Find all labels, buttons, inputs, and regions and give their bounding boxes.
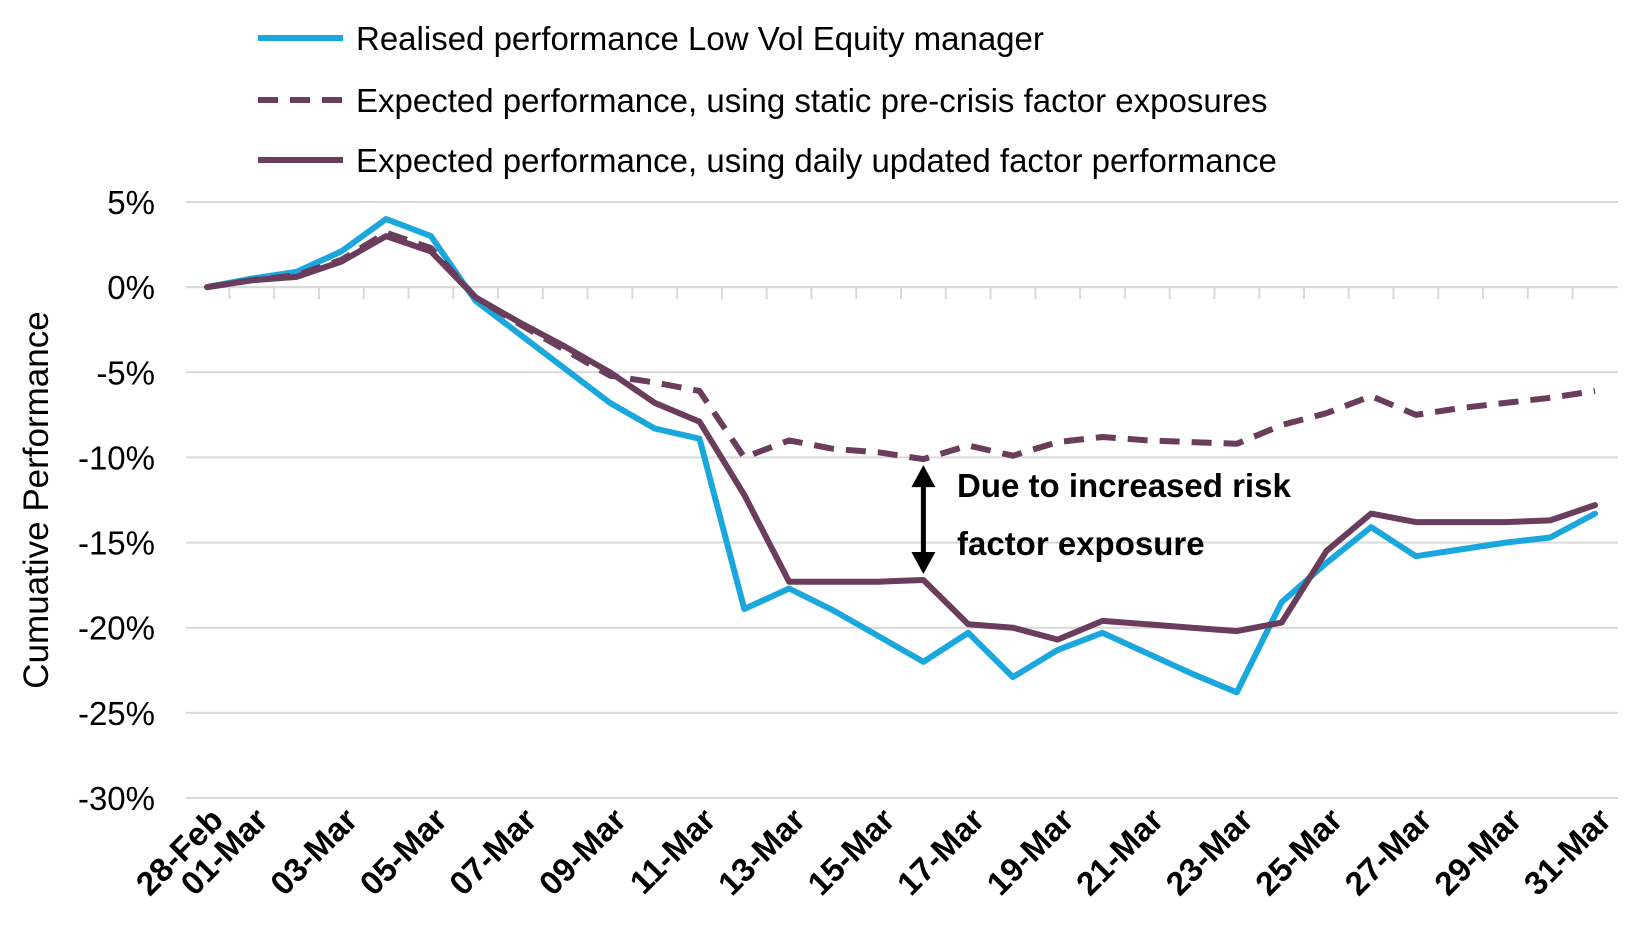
- x-tick-label: 07-Mar: [442, 801, 543, 902]
- x-tick-label: 21-Mar: [1069, 801, 1170, 902]
- x-tick-label: 13-Mar: [711, 801, 812, 902]
- annotation-arrowhead-up: [911, 465, 936, 488]
- x-tick-label: 15-Mar: [800, 801, 901, 902]
- series-lines: [204, 216, 1598, 696]
- x-tick-label: 27-Mar: [1337, 801, 1438, 902]
- x-axis: 28-Feb01-Mar03-Mar05-Mar07-Mar09-Mar11-M…: [129, 286, 1618, 902]
- y-tick-label: -10%: [78, 439, 155, 476]
- x-tick-label: 05-Mar: [352, 801, 453, 902]
- legend-label: Expected performance, using daily update…: [356, 142, 1277, 179]
- x-tick-label: 17-Mar: [890, 801, 991, 902]
- x-tick-label: 19-Mar: [979, 801, 1080, 902]
- y-tick-label: -25%: [78, 695, 155, 732]
- x-tick-label: 03-Mar: [263, 801, 364, 902]
- annotation-text: Due to increased risk: [957, 467, 1291, 504]
- x-tick-label: 31-Mar: [1517, 801, 1618, 902]
- y-tick-label: 0%: [107, 269, 155, 306]
- x-tick-label: 11-Mar: [622, 801, 722, 901]
- legend-label: Realised performance Low Vol Equity mana…: [356, 20, 1044, 57]
- y-tick-label: -30%: [78, 780, 155, 817]
- x-tick-label: 29-Mar: [1427, 801, 1528, 902]
- x-tick-label: 25-Mar: [1248, 801, 1349, 902]
- annotation: Due to increased risk factor exposure: [911, 465, 1291, 575]
- legend: Realised performance Low Vol Equity mana…: [258, 20, 1277, 179]
- y-tick-label: -20%: [78, 610, 155, 647]
- y-tick-label: 5%: [107, 184, 155, 221]
- y-tick-label: -15%: [78, 525, 155, 562]
- legend-label: Expected performance, using static pre-c…: [356, 82, 1268, 119]
- series-line-2: [206, 229, 1596, 463]
- y-tick-label: -5%: [96, 354, 155, 391]
- x-tick-label: 23-Mar: [1158, 801, 1259, 902]
- y-axis: 5% 0% -5% -10% -15% -20% -25% -30%: [78, 184, 155, 817]
- series-line-3: [204, 233, 1598, 643]
- series-line-1: [204, 216, 1598, 696]
- x-tick-label: 09-Mar: [532, 801, 633, 902]
- annotation-text: factor exposure: [957, 525, 1205, 562]
- annotation-arrowhead-down: [911, 552, 936, 575]
- y-axis-title: Cumuative Performance: [17, 311, 56, 688]
